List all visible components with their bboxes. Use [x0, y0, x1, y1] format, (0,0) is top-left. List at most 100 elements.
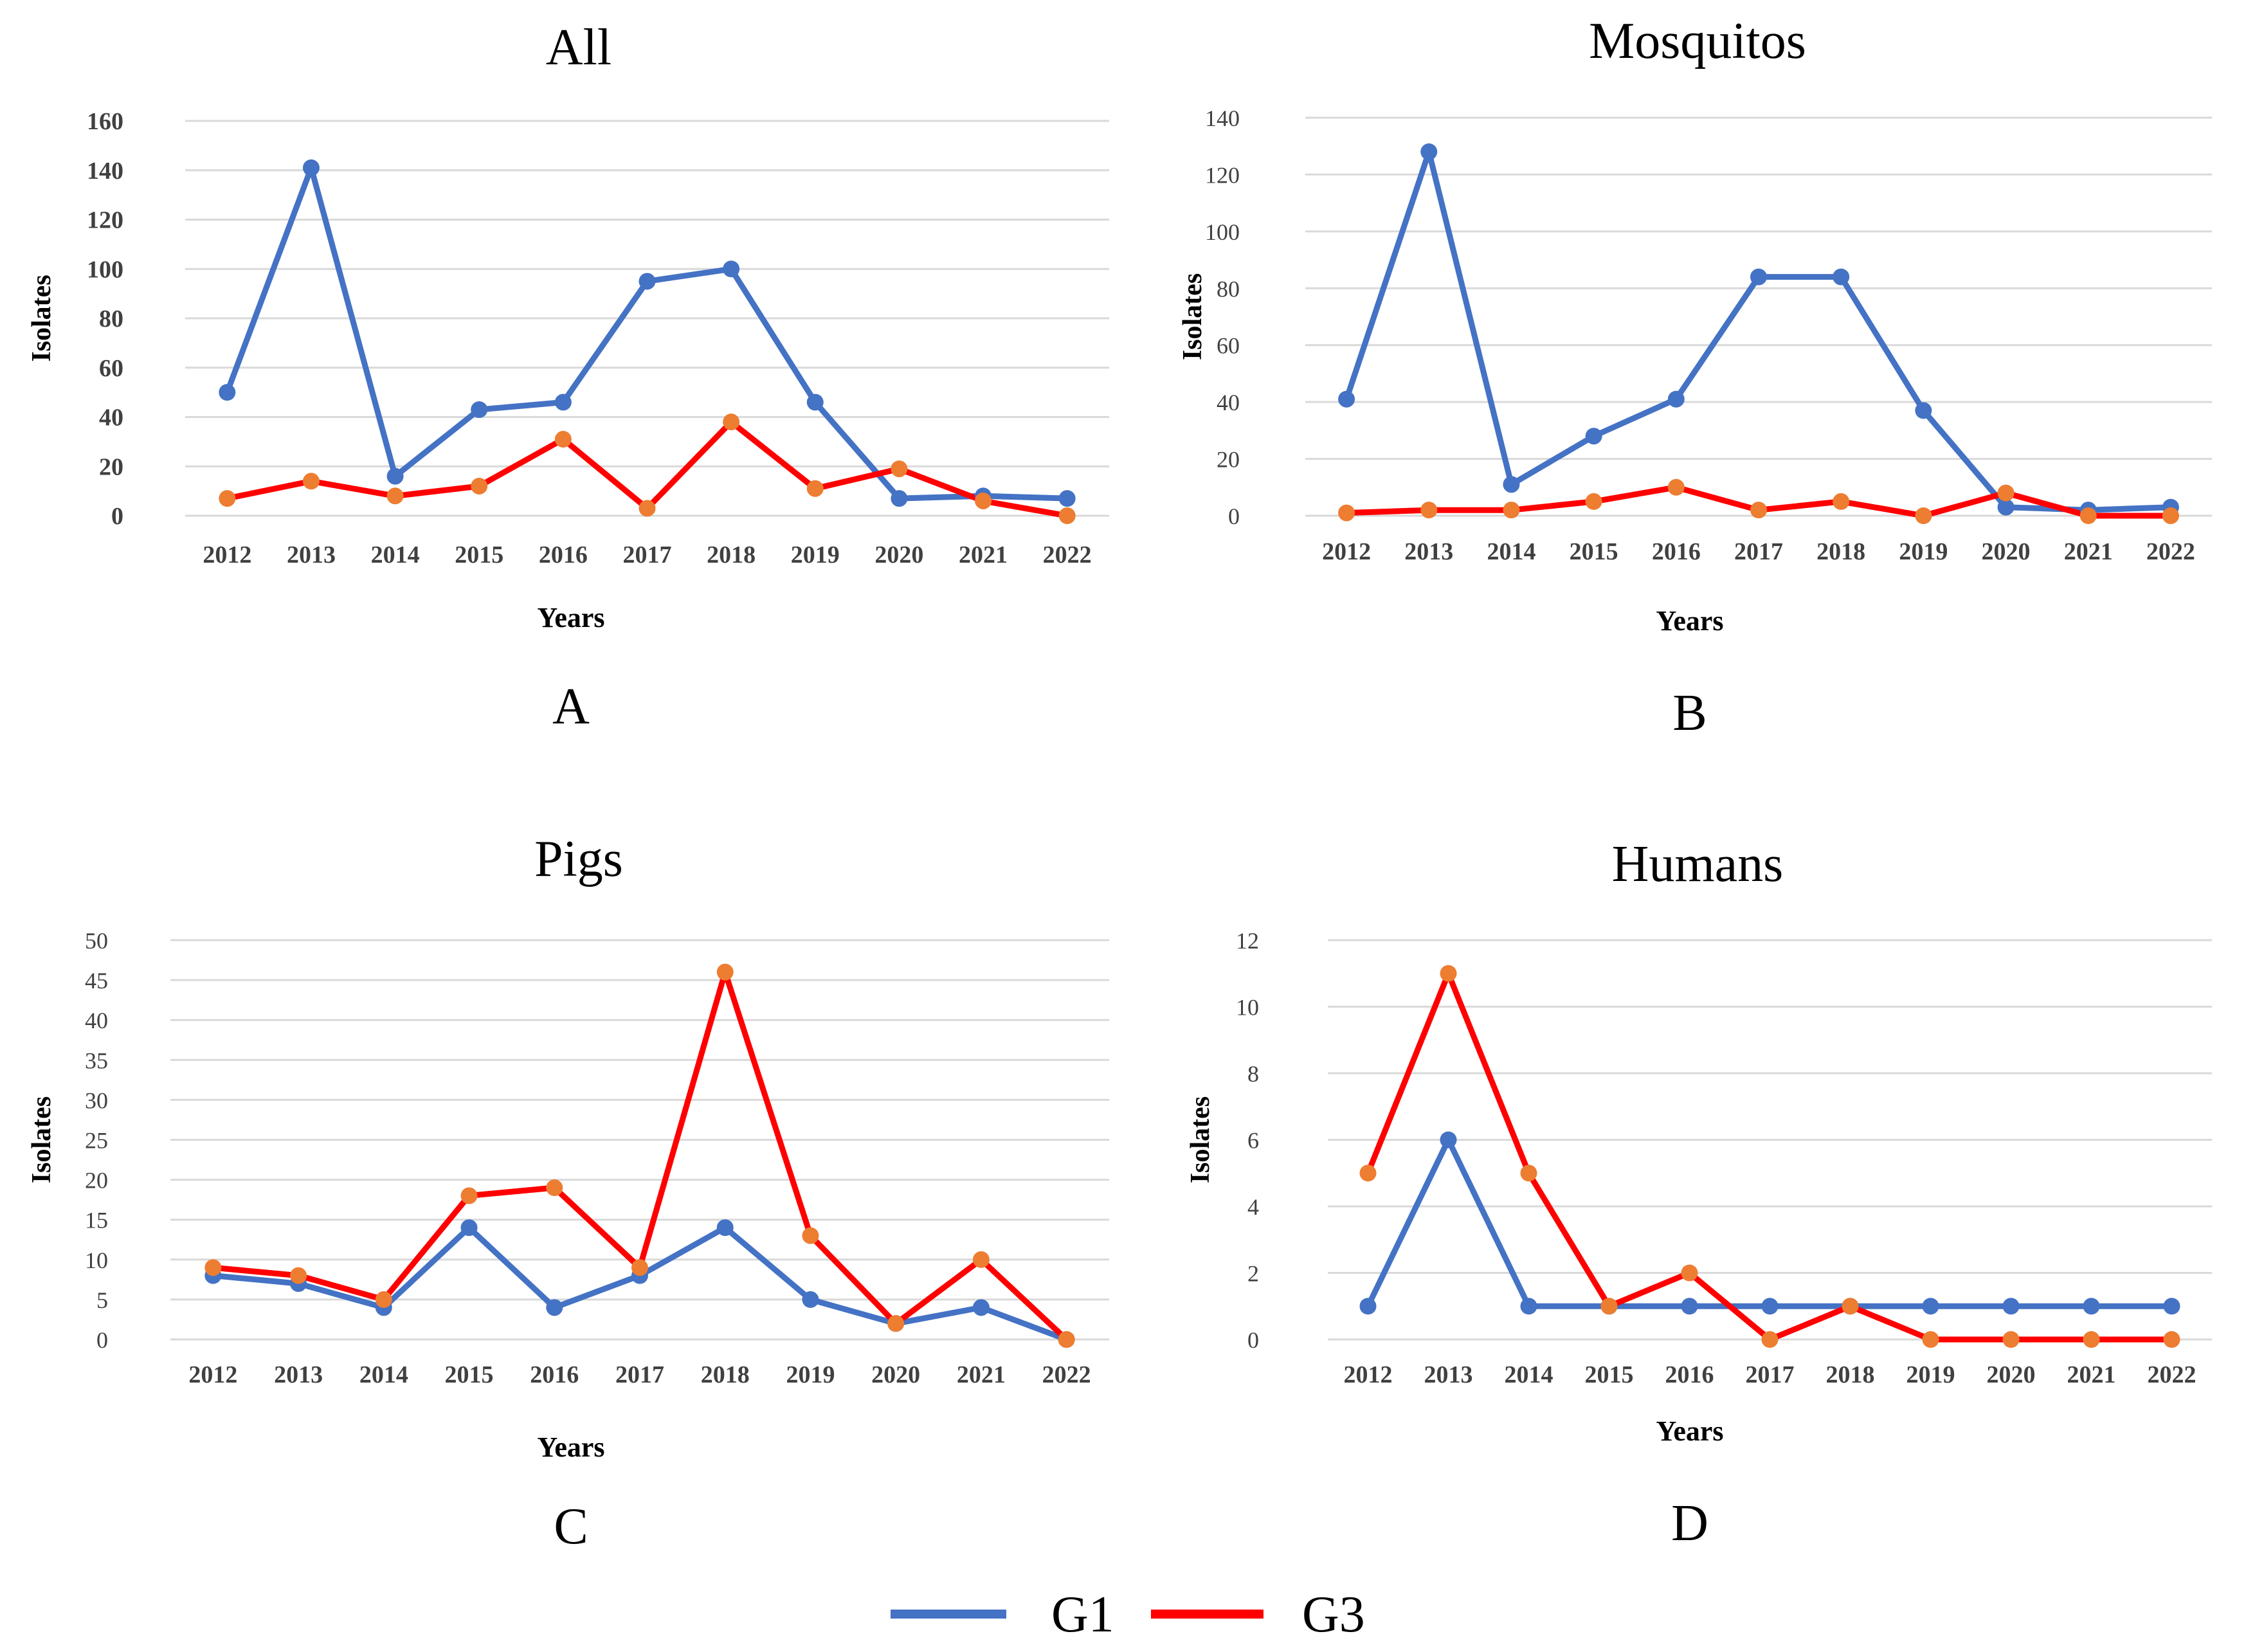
data-point-g3-2018 [723, 413, 740, 431]
data-point-g3-2017 [631, 1259, 648, 1276]
y-tick-label: 120 [1205, 162, 1240, 188]
x-tick-label: 2022 [2146, 538, 2195, 565]
y-tick-label: 20 [85, 1168, 108, 1194]
data-point-g1-2013 [1440, 1131, 1457, 1148]
y-tick-label: 80 [99, 305, 123, 332]
data-point-g3-2022 [1058, 1331, 1075, 1348]
x-tick-label: 2019 [1899, 538, 1948, 565]
x-tick-label: 2013 [1424, 1361, 1473, 1388]
y-tick-label: 2 [1247, 1261, 1259, 1287]
y-axis-label: Isolates [1186, 1096, 1215, 1183]
y-tick-labels: 0 20 40 60 80 100 120 140 [1205, 105, 1240, 529]
y-tick-label: 30 [85, 1087, 108, 1113]
x-tick-label: 2015 [445, 1361, 494, 1388]
y-tick-label: 8 [1247, 1061, 1259, 1087]
x-axis-label: Years [537, 602, 604, 633]
data-point-g1-2012 [219, 384, 236, 401]
x-tick-label: 2016 [1652, 538, 1701, 565]
data-point-g3-2015 [460, 1187, 478, 1204]
x-tick-label: 2015 [1570, 538, 1618, 565]
y-tick-label: 140 [1205, 105, 1240, 131]
y-tick-label: 50 [85, 928, 108, 954]
data-point-g3-2015 [1600, 1298, 1618, 1315]
y-axis-label: Isolates [1178, 273, 1208, 360]
y-tick-label: 140 [87, 158, 123, 185]
data-point-g1-2017 [638, 273, 656, 290]
data-point-g1-2021 [2083, 1298, 2100, 1315]
data-point-g1-2016 [554, 394, 572, 411]
x-tick-label: 2020 [871, 1361, 920, 1388]
x-tick-label: 2014 [1487, 538, 1535, 565]
data-point-g1-2021 [972, 1299, 990, 1316]
data-point-g3-2012 [1338, 504, 1355, 522]
series-markers-g1 [219, 159, 1076, 507]
x-tick-label: 2018 [1816, 538, 1865, 565]
data-point-g1-2020 [891, 490, 908, 507]
data-point-g1-2012 [1338, 390, 1355, 408]
y-tick-label: 40 [99, 404, 123, 431]
y-tick-label: 40 [1217, 390, 1240, 415]
data-point-g1-2022 [2163, 1298, 2180, 1315]
data-point-g1-2017 [1761, 1298, 1779, 1315]
x-tick-labels: 2012 2013 2014 2015 2016 2017 2018 2019 2020 2021… [1322, 538, 2195, 565]
data-point-g3-2018 [1842, 1298, 1859, 1315]
x-tick-label: 2022 [1042, 1361, 1091, 1388]
y-tick-labels: 0 2 4 6 8 10 12 [1236, 928, 1259, 1353]
y-tick-label: 40 [85, 1008, 108, 1033]
legend-label: G1 [1051, 1586, 1114, 1643]
x-tick-label: 2014 [371, 541, 420, 568]
data-point-g3-2017 [638, 500, 656, 517]
y-tick-label: 120 [87, 207, 123, 234]
x-tick-label: 2017 [615, 1361, 664, 1388]
data-point-g3-2019 [1915, 507, 1932, 524]
data-point-g3-2013 [302, 473, 320, 490]
data-point-g1-2015 [1585, 428, 1602, 445]
data-point-g1-2018 [1833, 268, 1850, 286]
x-tick-label: 2021 [959, 541, 1008, 568]
gridlines [1305, 116, 2212, 517]
x-tick-label: 2021 [957, 1361, 1006, 1388]
x-tick-labels: 2012 2013 2014 2015 2016 2017 2018 2019 2020 2021… [203, 541, 1091, 568]
data-point-g1-2018 [716, 1219, 734, 1237]
data-point-g1-2016 [546, 1299, 563, 1316]
y-axis-label: Isolates [27, 1096, 57, 1183]
data-point-g3-2013 [1420, 502, 1438, 519]
x-tick-label: 2019 [786, 1361, 835, 1388]
x-tick-label: 2012 [1344, 1361, 1393, 1388]
legend-item-g3: G3 [1151, 1586, 1365, 1643]
data-point-g3-2020 [887, 1315, 905, 1332]
y-tick-label: 35 [85, 1048, 108, 1073]
y-tick-label: 6 [1247, 1128, 1259, 1154]
data-point-g1-2013 [302, 159, 320, 176]
x-tick-label: 2012 [203, 541, 251, 568]
y-tick-label: 25 [85, 1128, 108, 1154]
data-point-g1-2018 [723, 260, 740, 278]
y-tick-label: 60 [1217, 333, 1240, 359]
panel-pigs: 0 5 10 15 20 25 30 35 40 45 50 2012 2013 2014 2015 2016… [27, 831, 1109, 1555]
data-point-g3-2016 [554, 431, 572, 448]
x-tick-label: 2013 [287, 541, 336, 568]
data-point-g3-2013 [290, 1267, 307, 1284]
data-point-g1-2019 [1915, 402, 1932, 419]
data-point-g3-2014 [1503, 502, 1520, 519]
data-point-g3-2016 [1667, 478, 1685, 496]
data-point-g3-2019 [806, 480, 824, 497]
legend-item-g1: G1 [891, 1586, 1114, 1643]
data-point-g3-2015 [471, 477, 488, 495]
x-tick-label: 2015 [455, 541, 503, 568]
data-point-g3-2022 [2163, 1331, 2180, 1348]
data-point-g3-2014 [1520, 1165, 1537, 1182]
data-point-g1-2022 [1058, 490, 1076, 507]
series-markers-g3 [204, 963, 1075, 1348]
x-tick-label: 2013 [274, 1361, 323, 1388]
x-tick-label: 2019 [1906, 1361, 1955, 1388]
panel-letter: D [1671, 1495, 1708, 1552]
x-axis-label: Years [1656, 605, 1723, 637]
x-tick-label: 2020 [1987, 1361, 2036, 1388]
data-point-g3-2013 [1440, 965, 1457, 982]
y-tick-label: 0 [96, 1327, 108, 1353]
chart-title: Humans [1612, 836, 1784, 893]
